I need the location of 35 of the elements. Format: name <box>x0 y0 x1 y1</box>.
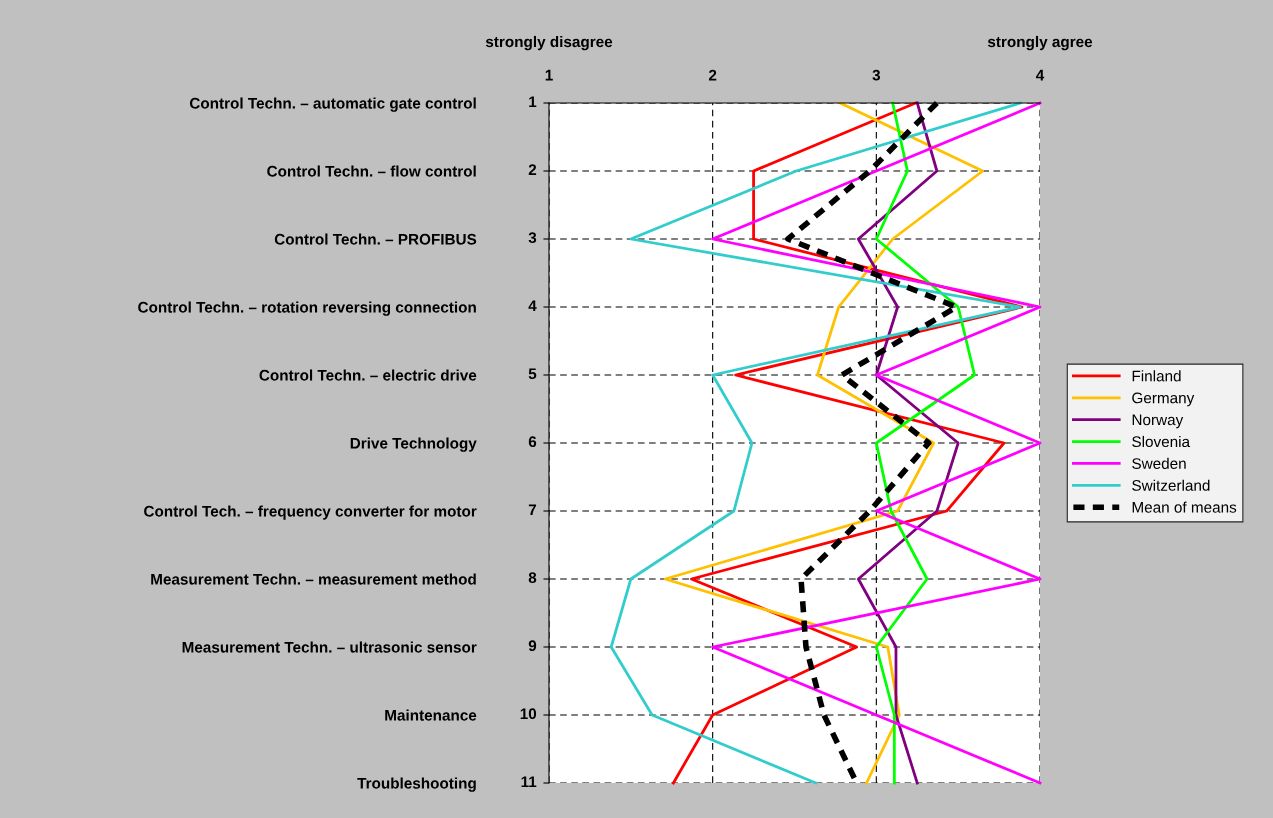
x-tick-label: 4 <box>1035 69 1045 81</box>
text: 10 <box>520 708 537 720</box>
text: 11 <box>521 776 537 787</box>
legend-label: Mean of means <box>1132 501 1237 513</box>
text: 9 <box>528 640 537 652</box>
text: 3 <box>528 232 537 244</box>
text: strongly agree <box>987 35 1093 51</box>
text: 2 <box>528 164 537 175</box>
y-tick-label: Control Tech. – frequency converter for motor <box>144 505 477 520</box>
text: 6 <box>528 436 537 448</box>
y-tick-label: Measurement Techn. – ultrasonic sensor <box>182 641 477 653</box>
text: 7 <box>528 504 537 515</box>
y-tick-label: Troubleshooting <box>357 777 476 792</box>
y-tick-label: Control Techn. – PROFIBUS <box>274 233 477 245</box>
y-tick-label: Maintenance <box>385 709 477 721</box>
legend-label: Slovenia <box>1132 435 1191 448</box>
text: 4 <box>528 300 537 311</box>
text: 8 <box>528 572 537 584</box>
y-tick-label: Control Techn. – electric drive <box>259 369 477 381</box>
y-tick-label: Control Techn. – automatic gate control <box>189 97 476 112</box>
text: 1 <box>529 96 537 107</box>
x-tick-label: 3 <box>872 69 881 81</box>
x-tick-label: 2 <box>708 69 717 81</box>
legend-label: Switzerland <box>1132 479 1210 491</box>
x-tick-label: 1 <box>545 69 553 81</box>
legend-label: Norway <box>1132 414 1184 429</box>
legend-label: Sweden <box>1132 457 1186 469</box>
y-tick-label: Control Techn. – rotation reversing connection <box>138 301 476 316</box>
legend-label: Germany <box>1132 392 1195 407</box>
y-tick-label: Drive Technology <box>350 437 477 452</box>
y-tick-label: Control Techn. – flow control <box>267 165 476 177</box>
y-tick-label: Measurement Techn. – measurement method <box>151 573 476 585</box>
text: 5 <box>528 368 537 380</box>
text: strongly disagree <box>485 35 613 51</box>
legend-label: Finland <box>1132 370 1181 382</box>
